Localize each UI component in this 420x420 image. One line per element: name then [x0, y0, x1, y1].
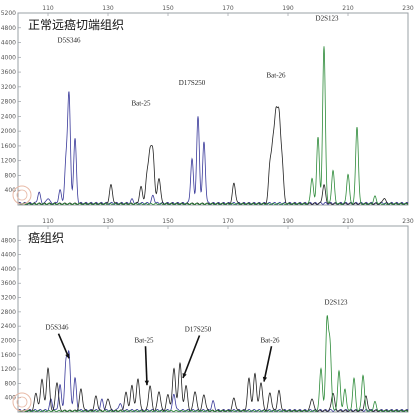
y-tick-label: 2400 [1, 113, 16, 120]
series-trace [17, 315, 409, 412]
x-tick-label: 130 [102, 5, 114, 12]
marker-arrowhead [144, 380, 149, 386]
y-tick-label: 2800 [1, 309, 16, 316]
y-tick-label: 3600 [1, 280, 16, 287]
y-tick-label: 2400 [1, 323, 16, 330]
x-tick-label: 210 [342, 5, 354, 12]
x-tick-label: 110 [42, 5, 54, 12]
plot-frame [17, 12, 409, 206]
y-tick-label: 400 [5, 187, 17, 194]
y-tick-label: 5200 [1, 10, 16, 17]
x-tick-label: 230 [402, 5, 414, 12]
marker-label: Bat-25 [134, 336, 154, 344]
x-tick-label: 150 [162, 218, 174, 225]
y-tick-label: 1200 [1, 158, 16, 165]
x-tick-label: 230 [402, 218, 414, 225]
watermark-seal-inner [16, 396, 28, 408]
x-tick-label: 130 [102, 218, 114, 225]
y-tick-label: 1200 [1, 366, 16, 373]
panel-title: 癌组织 [28, 230, 64, 245]
series-trace [17, 46, 409, 205]
y-tick-label: 4800 [1, 25, 16, 32]
y-tick-label: 2000 [1, 337, 16, 344]
y-tick-label: 400 [5, 395, 17, 402]
x-tick-label: 170 [222, 5, 234, 12]
marker-arrowhead [65, 353, 70, 359]
y-tick-label: 4000 [1, 54, 16, 61]
y-tick-label: 4400 [1, 40, 16, 47]
y-tick-label: 4800 [1, 237, 16, 244]
marker-label: Bat-26 [260, 336, 280, 344]
y-tick-label: 3600 [1, 69, 16, 76]
series-trace [17, 361, 409, 412]
marker-arrow [182, 335, 201, 379]
marker-arrowhead [182, 373, 187, 379]
marker-arrow [263, 346, 273, 382]
marker-label: Bat-25 [131, 99, 151, 107]
marker-label: D17S250 [185, 326, 212, 334]
plot-frame [17, 225, 409, 413]
y-tick-label: 800 [5, 172, 17, 179]
marker-label: D2S123 [316, 14, 339, 22]
y-tick-label: 2000 [1, 128, 16, 135]
x-tick-label: 190 [282, 5, 294, 12]
panel-title: 正常远癌切端组织 [28, 17, 124, 32]
y-tick-label: 800 [5, 380, 17, 387]
y-tick-label: 3200 [1, 295, 16, 302]
x-tick-label: 210 [342, 218, 354, 225]
y-tick-label: 4400 [1, 252, 16, 259]
panel-tumor-tissue: 400 800 1200 1600 2000 2400 2800 3200 3600 4000 44… [1, 218, 414, 413]
y-tick-label: 2800 [1, 99, 16, 106]
marker-label: D5S346 [46, 324, 69, 332]
watermark-seal-inner [16, 189, 28, 201]
y-tick-label: 1600 [1, 352, 16, 359]
marker-label: Bat-26 [266, 72, 286, 80]
y-tick-label: 1600 [1, 143, 16, 150]
marker-arrow [144, 346, 148, 386]
y-tick-label: 4000 [1, 266, 16, 273]
x-tick-label: 150 [162, 5, 174, 12]
y-tick-label: 3200 [1, 84, 16, 91]
panel-normal-tissue: 400 800 1200 1600 2000 2400 2800 3200 3600 4000 44… [1, 5, 414, 206]
watermark-seal [12, 185, 32, 205]
marker-label: D17S250 [179, 79, 206, 87]
marker-label: D2S123 [325, 299, 348, 307]
x-tick-label: 190 [282, 218, 294, 225]
marker-label: D5S346 [58, 37, 81, 45]
x-tick-label: 170 [222, 218, 234, 225]
watermark-seal [12, 392, 32, 412]
x-tick-label: 110 [42, 218, 54, 225]
marker-arrowhead [262, 376, 268, 382]
